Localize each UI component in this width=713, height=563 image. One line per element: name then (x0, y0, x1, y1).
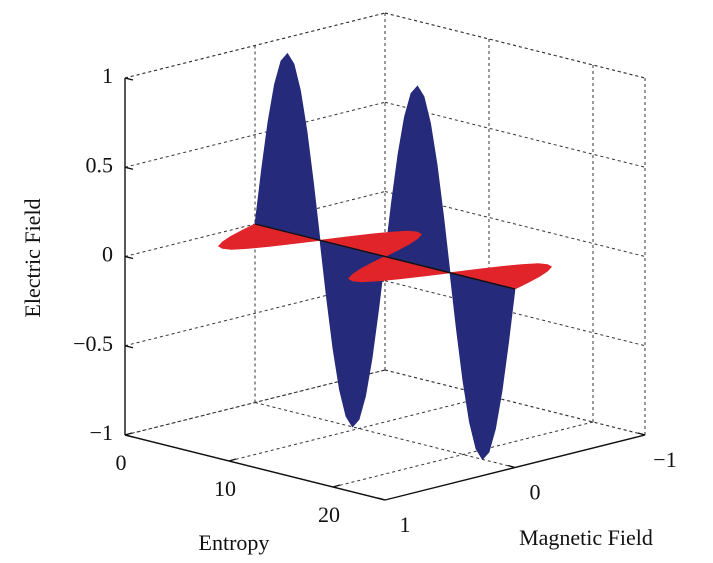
z-tick (124, 77, 134, 81)
z-tick (124, 345, 134, 349)
grid-line (228, 395, 490, 462)
x-tick (228, 458, 237, 462)
x-tick-label: 0 (116, 450, 127, 475)
x-tick (124, 432, 133, 436)
z-tick-label: 0 (102, 242, 113, 267)
z-tick-label: 0.5 (86, 152, 114, 177)
grid-line (384, 369, 646, 436)
grid-line (124, 12, 386, 79)
grid-line (254, 402, 516, 468)
y-tick-label: 0 (530, 480, 541, 505)
x-axis (124, 434, 386, 501)
y-axis-label: Magnetic Field (519, 525, 653, 550)
grid-line (384, 12, 646, 79)
y-tick (377, 497, 386, 501)
z-tick-label: 1 (102, 63, 113, 88)
z-tick (124, 255, 134, 260)
x-tick-label: 20 (318, 502, 340, 527)
y-tick-label: 1 (400, 512, 411, 537)
grid-line (124, 101, 386, 168)
x-axis-label: Entropy (199, 530, 270, 555)
z-tick-label: −0.5 (73, 331, 113, 356)
z-tick-label: −1 (90, 420, 113, 445)
grid-line (332, 421, 594, 488)
grid-line (384, 280, 646, 347)
y-tick-label: −1 (653, 447, 676, 472)
z-axis-label: Electric Field (20, 198, 45, 317)
y-tick (637, 432, 646, 436)
x-tick (332, 484, 341, 488)
propagation-axis (254, 223, 516, 290)
x-tick-label: 10 (214, 476, 236, 501)
y-tick (507, 464, 516, 469)
z-tick (124, 166, 134, 170)
